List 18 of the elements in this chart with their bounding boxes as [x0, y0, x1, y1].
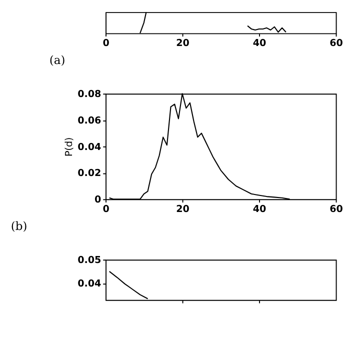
text: (b) — [10, 218, 28, 233]
y-tick-label: 0.02 — [78, 168, 102, 180]
x-tick-label: 20 — [176, 38, 190, 50]
y-axis-title: P(d) — [64, 137, 75, 157]
text: (a) — [49, 52, 66, 67]
x-tick-label: 20 — [176, 204, 190, 216]
y-tick-label: 0.04 — [78, 142, 102, 153]
y-tick-label: 0.08 — [78, 88, 102, 100]
x-tick-label: 0 — [102, 38, 110, 50]
y-tick-label: 0.05 — [78, 254, 102, 266]
x-tick-label: 60 — [330, 38, 344, 50]
y-tick-label: 0.04 — [78, 278, 102, 290]
y-tick-label: 0.06 — [78, 115, 102, 126]
x-tick-label: 60 — [330, 204, 344, 216]
x-tick-label: 40 — [252, 38, 267, 50]
x-tick-label: 40 — [252, 204, 267, 216]
y-tick-label: 0 — [94, 194, 102, 206]
x-tick-label: 0 — [102, 204, 110, 216]
